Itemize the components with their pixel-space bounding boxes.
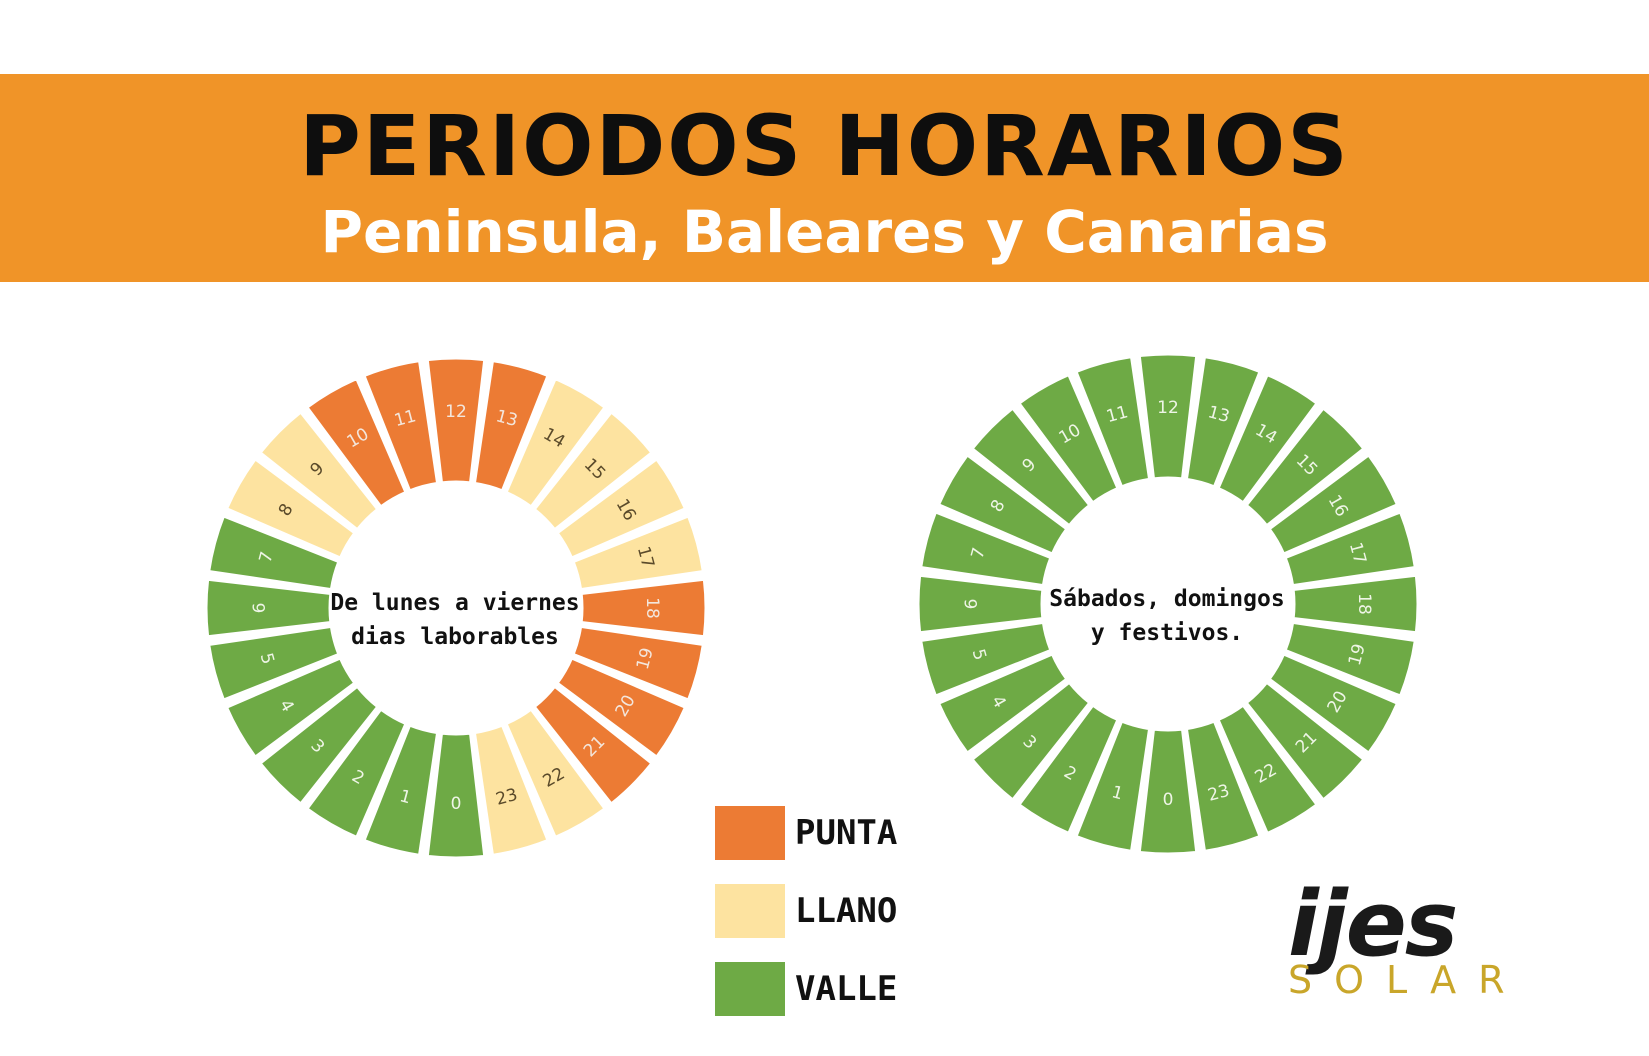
valle-label: VALLE bbox=[795, 969, 898, 1009]
weekend-center-label: Sábados, domingos y festivos. bbox=[1037, 582, 1297, 650]
hour-segment-21 bbox=[1244, 680, 1367, 803]
hour-segment-12 bbox=[425, 356, 487, 485]
hour-segment-3 bbox=[257, 684, 380, 807]
hour-label-0: 0 bbox=[1163, 790, 1174, 810]
hour-segment-10 bbox=[304, 376, 408, 509]
hour-segment-4 bbox=[224, 656, 357, 760]
hour-segment-2 bbox=[1016, 703, 1120, 836]
hour-label-0: 0 bbox=[451, 794, 462, 814]
weekday-center-line-1: De lunes a viernes bbox=[330, 590, 580, 616]
llano-swatch bbox=[715, 884, 785, 938]
punta-label: PUNTA bbox=[795, 813, 898, 853]
hour-segment-23 bbox=[1184, 719, 1262, 854]
hour-segment-15 bbox=[1244, 405, 1367, 528]
hour-label-5: 5 bbox=[968, 647, 990, 663]
page-subtitle: Peninsula, Baleares y Canarias bbox=[320, 198, 1329, 266]
logo-subtitle: SOLAR bbox=[1288, 958, 1527, 1002]
hour-label-7: 7 bbox=[968, 545, 990, 561]
hour-label-18: 18 bbox=[1354, 593, 1374, 615]
weekday-center-label: De lunes a viernes dias laborables bbox=[325, 586, 585, 654]
hour-segment-19 bbox=[1283, 620, 1418, 698]
hour-label-12: 12 bbox=[445, 402, 467, 422]
hour-segment-5 bbox=[206, 624, 341, 702]
hour-segment-19 bbox=[571, 624, 706, 702]
hour-segment-14 bbox=[504, 376, 608, 509]
hour-label-18: 18 bbox=[642, 597, 662, 619]
hour-segment-12 bbox=[1137, 352, 1199, 481]
legend-valle: VALLE bbox=[715, 962, 915, 1016]
hour-segment-14 bbox=[1216, 372, 1320, 505]
hour-label-6: 6 bbox=[962, 599, 982, 610]
hour-segment-13 bbox=[472, 358, 550, 493]
hour-segment-9 bbox=[257, 409, 380, 532]
hour-segment-8 bbox=[224, 456, 357, 560]
page-title: PERIODOS HORARIOS bbox=[299, 97, 1350, 195]
hour-segment-11 bbox=[1074, 354, 1152, 489]
legend-llano: LLANO bbox=[715, 884, 915, 938]
hour-segment-4 bbox=[936, 652, 1069, 756]
hour-segment-2 bbox=[304, 707, 408, 840]
legend-punta: PUNTA bbox=[715, 806, 915, 860]
weekday-center-line-2: dias laborables bbox=[351, 624, 559, 650]
hour-segment-7 bbox=[918, 510, 1053, 588]
hour-segment-3 bbox=[969, 680, 1092, 803]
title-banner bbox=[0, 74, 1649, 282]
hour-segment-18 bbox=[1291, 573, 1420, 635]
hour-label-1: 1 bbox=[397, 786, 413, 808]
hour-segment-13 bbox=[1184, 354, 1262, 489]
hour-segment-16 bbox=[1267, 452, 1400, 556]
ijes-solar-logo: ijes SOLAR bbox=[1284, 872, 1544, 1003]
hour-segment-20 bbox=[1267, 652, 1400, 756]
hour-segment-8 bbox=[936, 452, 1069, 556]
logo-wordmark: ijes bbox=[1288, 872, 1458, 977]
hour-label-5: 5 bbox=[256, 651, 278, 667]
hour-segment-21 bbox=[532, 684, 655, 807]
weekend-center-line-2: y festivos. bbox=[1090, 620, 1244, 646]
punta-swatch bbox=[715, 806, 785, 860]
hour-segment-17 bbox=[571, 514, 706, 592]
hour-segment-23 bbox=[472, 723, 550, 858]
hour-segment-15 bbox=[532, 409, 655, 532]
hour-segment-22 bbox=[1216, 703, 1320, 836]
hour-segment-1 bbox=[362, 723, 440, 858]
hour-label-6: 6 bbox=[250, 603, 270, 614]
weekend-center-line-1: Sábados, domingos bbox=[1049, 586, 1285, 612]
hour-segment-5 bbox=[918, 620, 1053, 698]
hour-segment-11 bbox=[362, 358, 440, 493]
valle-swatch bbox=[715, 962, 785, 1016]
hour-segment-20 bbox=[555, 656, 688, 760]
hour-label-7: 7 bbox=[256, 549, 278, 565]
hour-segment-0 bbox=[1137, 727, 1199, 856]
hour-segment-9 bbox=[969, 405, 1092, 528]
hour-segment-6 bbox=[916, 573, 1045, 635]
hour-segment-7 bbox=[206, 514, 341, 592]
hour-segment-22 bbox=[504, 707, 608, 840]
hour-segment-6 bbox=[204, 577, 333, 639]
hour-segment-18 bbox=[579, 577, 708, 639]
hour-segment-0 bbox=[425, 731, 487, 860]
hour-segment-1 bbox=[1074, 719, 1152, 854]
hour-segment-16 bbox=[555, 456, 688, 560]
hour-label-1: 1 bbox=[1109, 782, 1125, 804]
llano-label: LLANO bbox=[795, 891, 898, 931]
hour-segment-17 bbox=[1283, 510, 1418, 588]
hour-label-12: 12 bbox=[1157, 398, 1179, 418]
hour-segment-10 bbox=[1016, 372, 1120, 505]
